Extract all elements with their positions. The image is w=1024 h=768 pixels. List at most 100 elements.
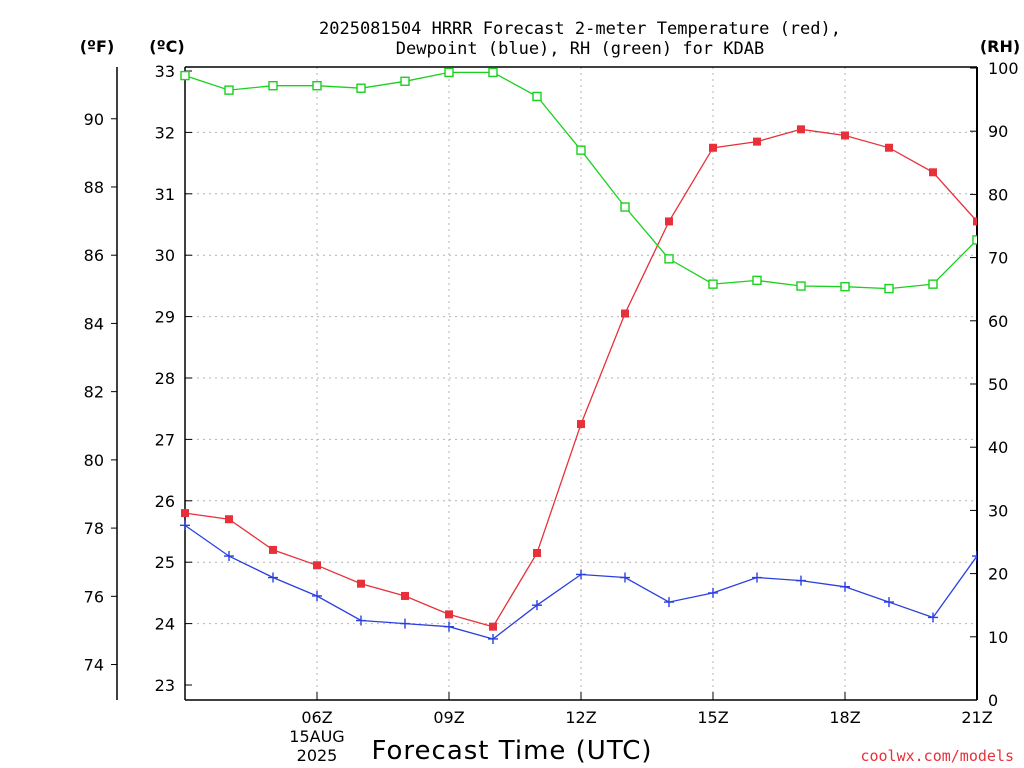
data-point [664,597,674,608]
data-point [313,561,321,570]
data-point [752,572,762,583]
fahrenheit-tick-label: 84 [84,314,104,333]
fahrenheit-unit-label: (ºF) [80,37,115,56]
rh-tick-label: 60 [988,312,1008,331]
series-celsius-filled-square [181,125,977,631]
x-tick-label: 09Z [433,708,464,727]
fahrenheit-tick-label: 82 [84,383,104,402]
series-line [184,128,977,628]
rh-tick-label: 70 [988,249,1008,268]
data-point [928,279,938,289]
data-point [576,569,586,580]
x-year-label: 2025 [297,746,338,765]
rh-tick-label: 10 [988,628,1008,647]
data-series [180,67,1024,644]
chart-title-line1: 2025081504 HRRR Forecast 2-meter Tempera… [319,19,841,39]
data-point [312,590,322,601]
celsius-tick-label: 32 [155,123,175,142]
fahrenheit-tick-label: 74 [84,656,104,675]
data-point [180,70,190,81]
rh-tick-label: 30 [988,501,1008,520]
data-point [268,80,278,91]
data-point [621,309,629,318]
fahrenheit-tick-label: 88 [84,178,104,197]
data-point [796,281,806,291]
celsius-tick-label: 29 [155,308,175,327]
data-point [753,137,761,146]
data-point [709,143,717,152]
data-point [400,618,410,629]
celsius-tick-label: 31 [155,185,175,204]
x-tick-label: 18Z [829,708,860,727]
data-point [224,551,234,562]
data-point [576,145,586,155]
grid-lines [185,67,978,700]
series-celsius-plus [180,520,1024,644]
series-line [184,524,977,640]
data-point [885,143,893,152]
data-point [400,76,410,86]
rh-tick-label: 20 [988,565,1008,584]
data-point [489,622,497,631]
data-point [972,551,977,562]
data-point [752,275,762,286]
x-tick-label: 12Z [565,708,596,727]
series-line [184,71,977,290]
x-axis-title: Forecast Time (UTC) [371,736,652,766]
data-point [533,548,541,557]
data-point [577,420,585,429]
credit-label: coolwx.com/models [860,747,1014,765]
data-point [1017,216,1024,224]
celsius-tick-label: 24 [155,615,175,634]
fahrenheit-tick-label: 80 [84,451,104,470]
chart-title-line2: Dewpoint (blue), RH (green) for KDAB [396,39,764,59]
data-point [841,131,849,140]
x-tick-label: 15Z [697,708,728,727]
rh-unit-label: (RH) [980,37,1020,56]
data-point [356,83,366,93]
data-point [532,600,542,611]
data-point [928,612,938,623]
data-point [1016,557,1024,567]
data-point [840,281,850,292]
celsius-unit-label: (ºC) [149,37,184,56]
celsius-tick-label: 30 [155,246,175,265]
series-rh-open-square [180,67,1024,294]
data-point [620,202,630,212]
data-point [444,621,454,632]
data-point [180,520,190,531]
rh-tick-label: 50 [988,375,1008,394]
rh-tick-label: 80 [988,185,1008,204]
rh-tick-label: 0 [988,691,998,710]
data-point [796,575,806,586]
data-point [664,254,674,264]
data-point [929,168,937,177]
data-point [532,91,542,102]
data-point [972,235,977,245]
x-tick-label: 06Z [301,708,332,727]
data-point [708,587,718,598]
data-point [665,217,673,226]
data-point [224,85,234,95]
celsius-tick-label: 23 [155,676,175,695]
celsius-tick-label: 27 [155,430,175,449]
rh-tick-label: 100 [988,59,1019,78]
data-point [269,545,277,554]
fahrenheit-tick-label: 78 [84,519,104,538]
data-point [840,581,850,592]
x-tick-label: 21Z [961,708,992,727]
data-point [181,509,189,518]
celsius-tick-label: 33 [155,62,175,81]
data-point [445,610,453,619]
data-point [488,633,498,644]
data-point [884,597,894,608]
fahrenheit-tick-label: 76 [84,587,104,606]
data-point [225,515,233,524]
data-point [268,572,278,583]
rh-tick-label: 90 [988,122,1008,141]
celsius-tick-label: 26 [155,492,175,511]
celsius-tick-label: 25 [155,553,175,572]
axis-ticks: 23 24 25 26 27 28 29 30 31 32 33 74 76 78 80 82 84 86 88 90… [84,59,1019,765]
rh-tick-label: 40 [988,438,1008,457]
